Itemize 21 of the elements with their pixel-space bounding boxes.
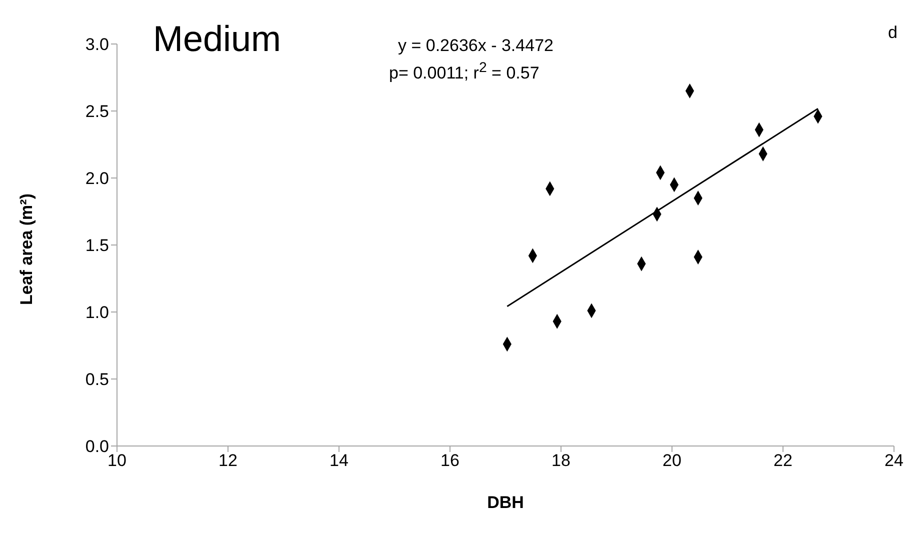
- x-tick-label: 10: [108, 451, 126, 470]
- x-axis-title: DBH: [487, 493, 524, 512]
- annotation: y = 0.2636x - 3.4472: [398, 36, 554, 56]
- text: d: [888, 23, 898, 43]
- y-tick-label: 2.5: [85, 102, 109, 122]
- y-tick-label: 3.0: [85, 35, 109, 54]
- y-tick-label: 1.0: [85, 303, 109, 322]
- y-tick-label: 1.5: [85, 236, 109, 256]
- x-tick-label: 20: [662, 451, 682, 470]
- y-tick-label: 0.0: [85, 437, 109, 456]
- x-tick-label: 22: [774, 451, 792, 470]
- y-axis-title: Leaf area (m²): [17, 194, 36, 305]
- x-tick-label: 24: [884, 451, 904, 470]
- annotation: p= 0.0011; r$^{2}$ = 0.57: [389, 60, 540, 84]
- x-tick-label: 12: [218, 451, 238, 470]
- x-tick-label: 14: [330, 451, 348, 470]
- x-tick-label: 18: [552, 451, 570, 470]
- y-tick-label: 2.0: [85, 169, 109, 188]
- y-tick-label: 0.5: [85, 370, 109, 390]
- x-tick-label: 16: [440, 451, 460, 470]
- annotation: Medium: [153, 18, 282, 60]
